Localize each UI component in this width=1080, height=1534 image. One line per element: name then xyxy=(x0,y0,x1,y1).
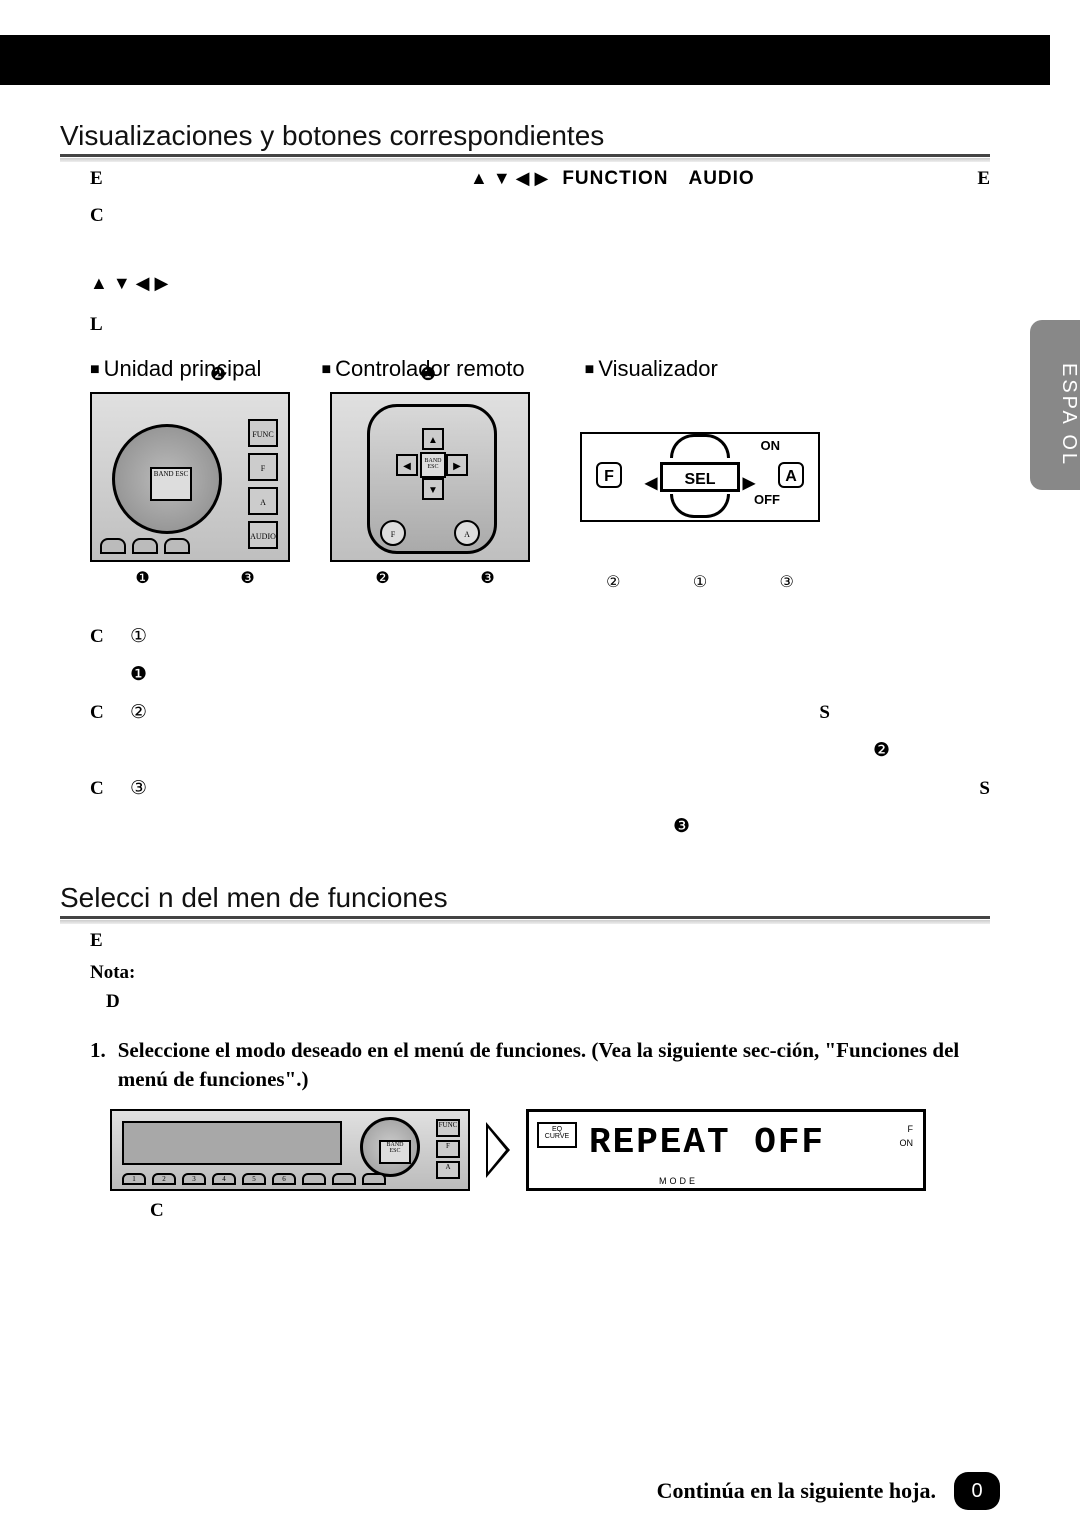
main-unit-bottom-buttons xyxy=(100,538,190,554)
dpad-up-icon: ▲ xyxy=(422,428,444,450)
lcd-screen: EQ CURVE REPEAT OFF F ON MODE xyxy=(526,1109,926,1191)
lcd-right-icons: F ON xyxy=(900,1124,914,1148)
legend-block: C ① ❶ C ② S ❷ C ③ S ❸ xyxy=(90,618,990,846)
page-content: Visualizaciones y botones correspondient… xyxy=(60,100,990,1225)
legend-s3: S xyxy=(979,770,990,808)
legend-b3: ❸ xyxy=(673,808,690,846)
legend-n1: ① xyxy=(130,618,158,656)
page-number-badge: 0 xyxy=(954,1472,1000,1510)
label-main-unit: ■Unidad principal xyxy=(90,356,261,382)
legend-row-1: C ① xyxy=(90,618,990,656)
long-unit-wheel-icon xyxy=(360,1117,420,1177)
lcd-mode-label: MODE xyxy=(659,1176,698,1186)
callout-main-1: ❶ xyxy=(135,568,149,588)
dpad-left-icon: ◀ xyxy=(396,454,418,476)
footer-text: Continúa en la siguiente hoja. xyxy=(657,1478,936,1504)
step-1-num: 1. xyxy=(90,1036,106,1095)
label-l: L xyxy=(90,311,990,340)
long-unit-diagram: FUNCFA 123456 xyxy=(110,1109,470,1191)
para1-e: E xyxy=(90,165,470,194)
side-btn-f: F xyxy=(248,453,278,481)
remote-a-btn: A xyxy=(454,520,480,546)
legend-b2: ❷ xyxy=(873,732,890,770)
display-off: OFF xyxy=(754,492,780,507)
display-diagram: SEL ON OFF F A ② ① ③ xyxy=(570,392,830,562)
para1-e-right: E xyxy=(977,165,990,194)
callout-disp-3: ③ xyxy=(779,572,793,592)
legend-row-2: C ② S xyxy=(90,694,990,732)
long-unit-side: FUNCFA xyxy=(436,1119,460,1179)
callout-disp-1: ① xyxy=(693,572,707,592)
callout-disp-2: ② xyxy=(606,572,620,592)
long-unit-display xyxy=(122,1121,342,1165)
step-caption-c: C xyxy=(150,1197,990,1226)
para1-row: E ▲ ▼ ◀ ▶ FUNCTION AUDIO E xyxy=(90,165,990,194)
legend-c2: C xyxy=(90,694,114,732)
display-callout-bottom: ② ① ③ xyxy=(570,572,830,592)
callout-remote-top: ❶ xyxy=(420,364,436,385)
language-tab: ESPA OL xyxy=(1030,320,1080,490)
header-black-bar xyxy=(0,35,1050,85)
legend-n2: ② xyxy=(130,694,158,732)
legend-b1: ❶ xyxy=(130,656,158,694)
lcd-f-icon: F xyxy=(908,1124,914,1134)
display-on: ON xyxy=(761,438,781,453)
lcd-main-text: REPEAT OFF xyxy=(589,1122,825,1163)
lcd-eq-icon: EQ CURVE xyxy=(537,1122,577,1148)
play-arrow-icon xyxy=(486,1122,510,1178)
legend-row-3: C ③ S xyxy=(90,770,990,808)
dpad-center-icon: BANDESC xyxy=(420,452,446,478)
legend-n3: ③ xyxy=(130,770,158,808)
remote-callout-bottom: ❷ ❸ xyxy=(330,568,540,588)
display-sel: SEL xyxy=(660,462,740,492)
para1-arrows: ▲ ▼ ◀ ▶ xyxy=(470,165,548,192)
main-callout-bottom: ❶ ❸ xyxy=(90,568,300,588)
lcd-on-icon: ON xyxy=(900,1138,914,1148)
step-1-text: Seleccione el modo deseado en el menú de… xyxy=(118,1036,990,1095)
legend-row-1b: ❶ xyxy=(90,656,990,694)
display-f-badge: F xyxy=(596,462,622,488)
legend-row-2b: ❷ xyxy=(90,732,990,770)
nota-label: Nota: xyxy=(90,959,990,988)
dpad-right-icon: ▶ xyxy=(446,454,468,476)
para1-audio: AUDIO xyxy=(688,165,754,194)
legend-row-3b: ❸ xyxy=(90,808,990,846)
side-btn-audio: AUDIO xyxy=(248,521,278,549)
legend-c3: C xyxy=(90,770,114,808)
legend-s2: S xyxy=(819,694,830,732)
para1-function: FUNCTION xyxy=(562,165,668,194)
step-1: 1. Seleccione el modo deseado en el menú… xyxy=(90,1036,990,1095)
display-a-badge: A xyxy=(778,462,804,488)
label-display-text: Visualizador xyxy=(598,356,717,381)
remote-dpad: ▲ ▼ ◀ ▶ BANDESC xyxy=(400,432,464,496)
side-btn-a: A xyxy=(248,487,278,515)
long-unit-bottom: 123456 xyxy=(122,1173,386,1185)
main-unit-side-buttons: FUNC F A AUDIO xyxy=(248,419,278,549)
callout-main-3: ❸ xyxy=(240,568,254,588)
nota-d: D xyxy=(106,988,990,1017)
remote-f-btn: F xyxy=(380,520,406,546)
label-display: ■Visualizador xyxy=(585,356,718,382)
callout-remote-3: ❸ xyxy=(480,568,494,588)
side-btn-func: FUNC xyxy=(248,419,278,447)
remote-diagram: ❶ ▲ ▼ ◀ ▶ BANDESC F A ❷ ❸ xyxy=(330,392,540,588)
step-diagram-row: FUNCFA 123456 EQ CURVE REPEAT OFF F ON M… xyxy=(110,1109,990,1191)
main-unit-diagram: ❷ FUNC F A AUDIO ❶ ❸ xyxy=(90,392,300,588)
para3-arrows: ▲ ▼ ◀ ▶ xyxy=(90,270,990,297)
callout-remote-2: ❷ xyxy=(375,568,389,588)
remote-box: ▲ ▼ ◀ ▶ BANDESC F A xyxy=(330,392,530,562)
footer: Continúa en la siguiente hoja. 0 xyxy=(657,1472,1000,1510)
label-main-unit-text: Unidad principal xyxy=(104,356,262,381)
section2-intro-e: E xyxy=(90,927,990,956)
dpad-down-icon: ▼ xyxy=(422,478,444,500)
main-unit-box: FUNC F A AUDIO xyxy=(90,392,290,562)
section2-title: Selecci n del men de funciones xyxy=(60,882,990,919)
para2-c: C xyxy=(90,202,990,231)
legend-c1: C xyxy=(90,618,114,656)
section1-title: Visualizaciones y botones correspondient… xyxy=(60,120,990,157)
main-unit-wheel-icon xyxy=(112,424,222,534)
callout-main-top: ❷ xyxy=(210,364,226,385)
diagram-row: ❷ FUNC F A AUDIO ❶ ❸ ❶ xyxy=(90,392,990,588)
